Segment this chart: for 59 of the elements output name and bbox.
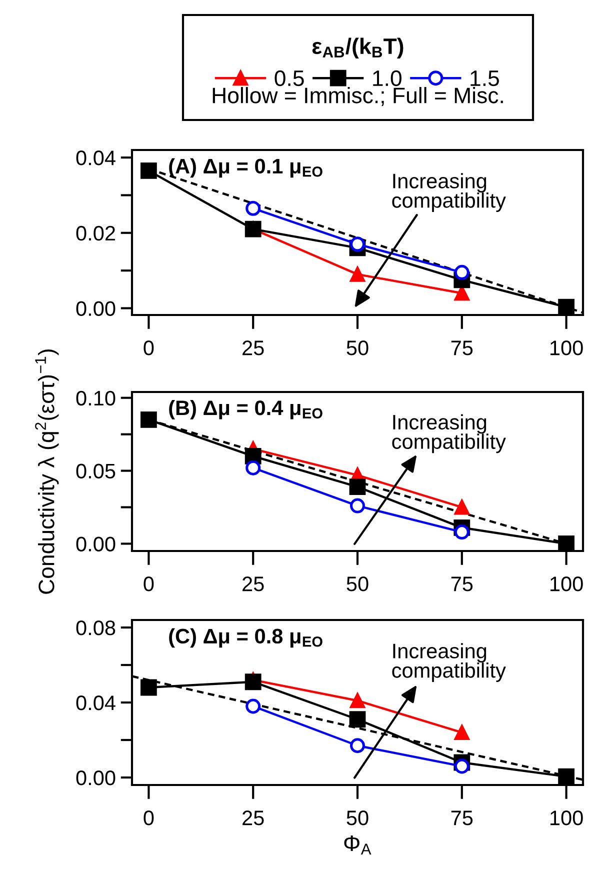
point [558,768,574,785]
chart-title: (B) Δμ = 0.4 μ$_{EO}$ [169,400,322,420]
annotation: Increasing compatibility [392,414,506,454]
point [350,498,365,514]
x-tick-label: 0 [144,810,154,826]
legend-label: 1.5 [470,70,499,86]
point [140,412,157,428]
x-tick-label: 50 [346,340,368,356]
legend-title: ε$_{AB}$/(k$_{B}$T) [312,38,404,58]
annotation: Increasing compatibility [392,643,506,682]
y-tick-label: 0.08 [76,620,116,636]
y-tick-label: 0.00 [76,536,116,552]
point [140,679,157,696]
y-tick-label: 0.05 [76,464,116,479]
point [350,236,365,252]
text: Hollow = Immisc.; Full = Misc. [212,87,503,106]
point [350,738,365,754]
point [454,500,470,515]
x-tick-label: 25 [242,810,264,826]
point [349,478,366,496]
annotation: Increasing compatibility [392,173,506,212]
chart-title: (A) Δμ = 0.1 μ$_{EO}$ [169,158,322,178]
y-tick-label: 0.00 [76,770,116,786]
point [454,264,470,280]
x-tick-label: 25 [242,576,264,592]
point [246,698,261,714]
point [350,266,365,282]
point [558,298,574,315]
point [558,536,574,551]
y-tick-label: 0.04 [76,696,116,710]
x-tick-label: 50 [346,576,368,592]
y-axis-title: Conductivity λ (q$^{2}$(εστ)$^{−1}$) [35,349,59,594]
chart-title: (C) Δμ = 0.8 μ$_{EO}$ [169,628,322,648]
point [454,524,470,540]
y-tick-label: 0.00 [76,301,116,316]
y-tick-label: 0.10 [76,390,116,406]
legend-label: 0.5 [274,70,304,86]
point [244,674,262,690]
point [140,162,157,179]
point [350,693,365,708]
x-tick-label: 75 [451,576,473,592]
legend-label: 1.0 [373,70,402,86]
x-tick-label: 25 [242,340,264,356]
x-tick-label: 50 [346,810,368,826]
x-tick-label: 100 [550,810,583,826]
x-tick-label: 100 [550,576,583,592]
x-tick-label: 0 [144,340,154,356]
x-tick-label: 100 [550,340,583,356]
point [246,460,261,476]
point [349,711,366,728]
point [454,758,470,774]
point [454,725,470,740]
y-tick-label: 0.02 [76,226,115,241]
x-tick-label: 75 [451,340,473,356]
x-tick-label: 0 [144,576,154,592]
x-tick-label: 75 [451,810,473,826]
x-axis-title: Φ$_{A}$ [344,836,372,854]
point [246,200,261,216]
y-tick-label: 0.04 [76,150,116,166]
